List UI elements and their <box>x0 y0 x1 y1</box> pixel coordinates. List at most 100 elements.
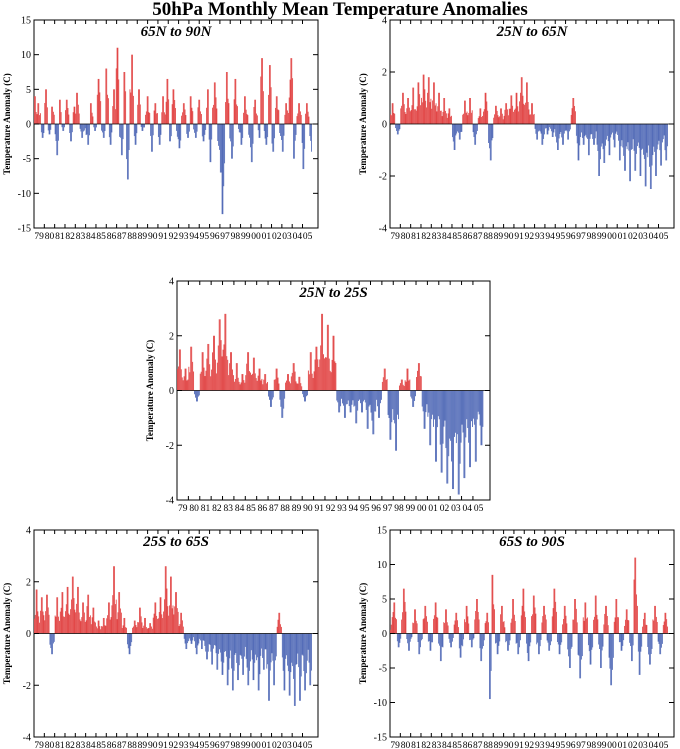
bar <box>207 89 208 124</box>
bar <box>431 108 433 124</box>
bar <box>549 633 551 651</box>
bar <box>177 366 179 391</box>
y-tick-label: -4 <box>379 224 387 235</box>
x-tick-label: 00 <box>251 232 261 242</box>
bar <box>102 124 104 138</box>
bar <box>218 124 220 146</box>
bar <box>307 370 309 391</box>
bar <box>40 597 42 634</box>
bar <box>172 89 174 124</box>
bar <box>129 633 131 655</box>
bar <box>519 92 521 124</box>
bar <box>398 390 399 420</box>
bar <box>107 94 108 124</box>
bar <box>629 633 631 643</box>
bar <box>637 124 638 147</box>
bar <box>190 633 192 644</box>
bar <box>501 108 502 124</box>
bar <box>192 361 194 391</box>
bar <box>651 633 653 649</box>
bar <box>280 624 281 634</box>
bar <box>472 124 474 133</box>
bar <box>260 76 262 124</box>
bar <box>408 380 410 391</box>
y-tick-label: 4 <box>26 526 31 537</box>
bar <box>284 390 286 399</box>
x-tick-label: 92 <box>326 504 336 514</box>
bar <box>501 113 503 124</box>
bar <box>645 124 647 187</box>
bar <box>444 98 446 124</box>
bar <box>469 98 471 124</box>
bar <box>314 359 316 391</box>
bar <box>248 352 250 391</box>
bar <box>419 375 421 391</box>
bar <box>146 96 148 124</box>
y-tick-label: 10 <box>377 560 387 571</box>
bar <box>396 633 398 642</box>
bar <box>325 357 327 391</box>
bar <box>555 124 557 137</box>
bar <box>137 622 139 634</box>
bar <box>376 390 378 400</box>
bar <box>325 357 326 391</box>
bar <box>162 618 164 634</box>
bar <box>156 113 158 124</box>
bar <box>390 629 391 634</box>
bar <box>78 612 80 634</box>
bar <box>171 104 173 124</box>
bar <box>408 98 409 124</box>
bar <box>76 603 78 634</box>
bar <box>230 352 232 391</box>
x-tick-label: 88 <box>483 232 493 242</box>
bar <box>477 118 479 124</box>
x-tick-label: 81 <box>55 232 65 242</box>
bar <box>404 380 406 391</box>
bar <box>207 633 208 660</box>
y-tick-label: -2 <box>23 681 31 692</box>
bar <box>293 363 295 391</box>
bar <box>40 113 41 124</box>
bar <box>618 124 619 141</box>
bar <box>298 103 300 124</box>
bar <box>206 107 207 124</box>
bar <box>549 124 551 128</box>
bar <box>98 78 100 124</box>
bar-series <box>177 313 484 495</box>
bar <box>585 602 587 634</box>
bar <box>279 124 281 133</box>
bar <box>120 608 121 634</box>
bar <box>145 114 146 124</box>
x-tick-label: 05 <box>303 741 313 749</box>
x-tick-label: 89 <box>138 741 148 749</box>
bar <box>484 92 486 124</box>
bar <box>487 110 489 124</box>
bar <box>445 609 447 634</box>
bar <box>275 96 277 124</box>
x-tick-label: 01 <box>262 741 272 749</box>
bar <box>145 111 147 124</box>
bar <box>464 622 466 634</box>
bar <box>458 633 460 649</box>
bar <box>496 633 498 655</box>
y-tick-label: -5 <box>379 664 387 675</box>
bar <box>62 592 64 634</box>
bar <box>108 98 109 124</box>
bar <box>220 124 222 173</box>
bar <box>281 124 283 152</box>
bar <box>562 124 563 145</box>
bar <box>77 586 79 634</box>
bar <box>166 588 168 634</box>
bar <box>58 616 59 634</box>
bar <box>275 368 277 391</box>
bar <box>168 99 170 124</box>
bar <box>658 124 660 141</box>
bar <box>85 620 87 634</box>
bar <box>159 597 161 634</box>
bar <box>396 124 397 131</box>
bar <box>328 358 330 391</box>
x-tick-label: 96 <box>210 232 220 242</box>
x-tick-label: 03 <box>282 232 292 242</box>
x-tick-label: 91 <box>514 232 524 242</box>
bar <box>244 633 245 657</box>
